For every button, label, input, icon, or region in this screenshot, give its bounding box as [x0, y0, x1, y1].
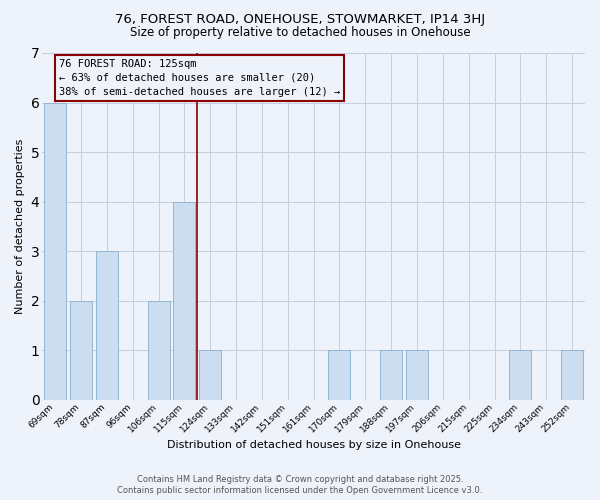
- Text: 76 FOREST ROAD: 125sqm
← 63% of detached houses are smaller (20)
38% of semi-det: 76 FOREST ROAD: 125sqm ← 63% of detached…: [59, 59, 340, 97]
- Bar: [380, 350, 402, 400]
- Y-axis label: Number of detached properties: Number of detached properties: [15, 138, 25, 314]
- Text: Contains HM Land Registry data © Crown copyright and database right 2025.: Contains HM Land Registry data © Crown c…: [137, 475, 463, 484]
- Bar: [70, 300, 92, 400]
- Bar: [328, 350, 350, 400]
- X-axis label: Distribution of detached houses by size in Onehouse: Distribution of detached houses by size …: [167, 440, 461, 450]
- Bar: [148, 300, 170, 400]
- Bar: [561, 350, 583, 400]
- Bar: [173, 202, 196, 400]
- Bar: [199, 350, 221, 400]
- Text: Contains public sector information licensed under the Open Government Licence v3: Contains public sector information licen…: [118, 486, 482, 495]
- Bar: [509, 350, 532, 400]
- Bar: [406, 350, 428, 400]
- Text: 76, FOREST ROAD, ONEHOUSE, STOWMARKET, IP14 3HJ: 76, FOREST ROAD, ONEHOUSE, STOWMARKET, I…: [115, 12, 485, 26]
- Bar: [44, 102, 66, 400]
- Text: Size of property relative to detached houses in Onehouse: Size of property relative to detached ho…: [130, 26, 470, 39]
- Bar: [96, 251, 118, 400]
